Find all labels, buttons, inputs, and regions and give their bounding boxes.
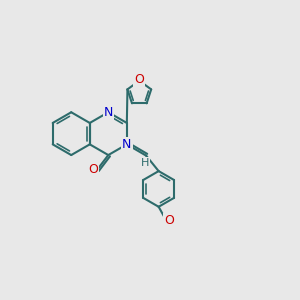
Text: O: O <box>88 164 98 176</box>
Text: H: H <box>140 158 149 168</box>
Text: O: O <box>164 214 174 226</box>
Text: O: O <box>134 73 144 86</box>
Text: N: N <box>122 138 131 151</box>
Text: N: N <box>103 106 113 119</box>
